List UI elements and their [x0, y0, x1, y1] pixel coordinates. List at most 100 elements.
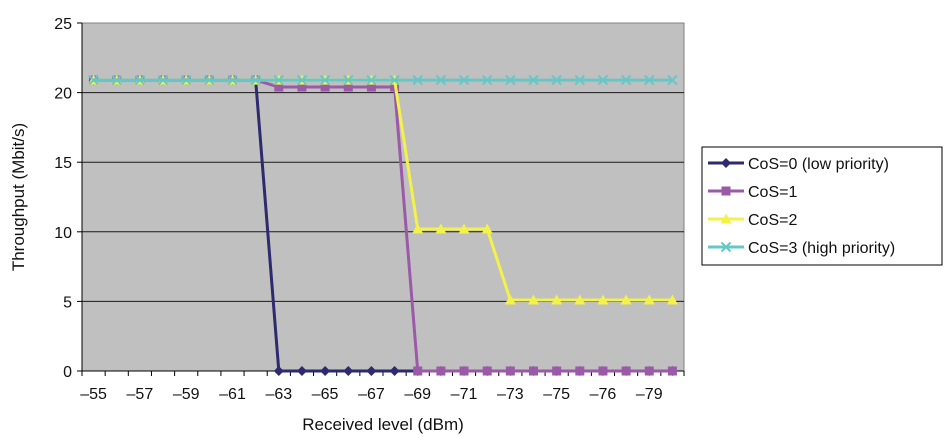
legend-swatch-marker [720, 213, 732, 224]
x-marker-stroke [111, 74, 122, 86]
x-tick-label: –76 [590, 386, 617, 403]
data-point [598, 366, 608, 376]
x-tick-label: –61 [219, 386, 246, 403]
x-tick-label: –65 [312, 386, 339, 403]
data-point [227, 74, 238, 86]
data-point [459, 366, 469, 376]
data-point [413, 366, 423, 376]
x-marker-stroke [720, 241, 732, 253]
x-tick-label: –67 [358, 386, 385, 403]
y-tick-label: 0 [63, 364, 72, 381]
legend-swatch-marker [721, 158, 731, 168]
y-tick-label: 10 [54, 225, 72, 242]
data-point [620, 294, 632, 305]
x-tick-label: –79 [636, 386, 663, 403]
data-point [551, 74, 562, 86]
legend-label: CoS=1 [748, 184, 797, 201]
data-point [551, 294, 563, 305]
data-point [575, 366, 585, 376]
data-point [343, 74, 354, 86]
x-tick-label: –73 [497, 386, 524, 403]
data-point [435, 223, 447, 234]
data-point [458, 223, 470, 234]
data-point [574, 294, 586, 305]
x-marker-stroke [157, 74, 169, 86]
x-marker-stroke [481, 74, 493, 86]
data-point [412, 74, 423, 86]
data-point [296, 74, 308, 86]
data-point [667, 366, 677, 376]
data-point [389, 74, 400, 86]
data-point [366, 366, 377, 376]
x-marker-stroke [250, 74, 261, 86]
data-point [296, 366, 307, 376]
x-marker-stroke [620, 74, 632, 86]
legend-label: CoS=3 (high priority) [748, 240, 895, 257]
data-point [250, 74, 261, 86]
x-marker-stroke [296, 74, 308, 86]
legend-box [701, 146, 943, 266]
data-point [319, 74, 331, 86]
x-marker-stroke [644, 74, 655, 86]
x-tick-label: –71 [451, 386, 478, 403]
legend-label: CoS=0 (low priority) [748, 156, 889, 173]
data-point [157, 74, 169, 86]
data-point [481, 74, 493, 86]
data-point [389, 366, 400, 376]
y-tick-label: 20 [54, 86, 72, 103]
data-point [435, 74, 447, 86]
legend-item: CoS=0 (low priority) [708, 156, 889, 173]
x-marker-stroke [505, 74, 516, 86]
data-point [644, 366, 654, 376]
data-point [666, 294, 678, 305]
data-point [111, 74, 122, 86]
data-point [644, 74, 655, 86]
y-axis: 0 5 10 15 20 25 [54, 16, 83, 381]
x-marker-stroke [412, 74, 423, 86]
data-point [134, 74, 146, 86]
data-point [620, 74, 632, 86]
x-marker-stroke [551, 74, 562, 86]
x-marker-stroke [319, 74, 331, 86]
x-axis: –55 –57 –59 –61 –63 –65 –67 –69 –71 –73 –75 –76 –79 [80, 370, 685, 403]
data-point [643, 294, 655, 305]
x-marker-stroke [366, 74, 377, 86]
data-point [366, 82, 376, 92]
x-marker-stroke [227, 74, 238, 86]
data-point [528, 74, 539, 86]
series-3 [88, 74, 678, 86]
data-point [481, 223, 493, 234]
x-marker-stroke [180, 74, 192, 86]
x-tick-label: –75 [543, 386, 570, 403]
data-point [552, 366, 562, 376]
x-tick-label: –63 [265, 386, 292, 403]
x-marker-stroke [273, 74, 285, 86]
data-point [597, 294, 609, 305]
data-point [504, 294, 516, 305]
legend-item: CoS=1 [708, 184, 797, 201]
x-tick-label: –69 [404, 386, 431, 403]
x-marker-stroke [88, 74, 99, 86]
data-point [320, 82, 330, 92]
x-marker-stroke [528, 74, 539, 86]
x-marker-stroke [204, 74, 215, 86]
data-point [297, 82, 307, 92]
data-point [204, 74, 215, 86]
data-point [505, 74, 516, 86]
x-marker-stroke [597, 74, 609, 86]
data-point [529, 366, 538, 376]
series-group [88, 74, 678, 376]
data-point [436, 366, 446, 376]
x-marker-stroke [574, 74, 586, 86]
data-point [505, 366, 515, 376]
legend-item: CoS=2 [708, 212, 797, 229]
legend: CoS=0 (low priority) CoS=1 CoS=2 CoS=3 (hig… [701, 146, 943, 266]
legend-swatch-marker [720, 241, 732, 253]
y-tick-label: 25 [54, 16, 72, 33]
data-point [621, 366, 631, 376]
data-point [273, 366, 284, 376]
data-point [458, 74, 470, 86]
data-point [667, 74, 678, 86]
plot-area [81, 22, 685, 372]
data-point [343, 366, 354, 376]
